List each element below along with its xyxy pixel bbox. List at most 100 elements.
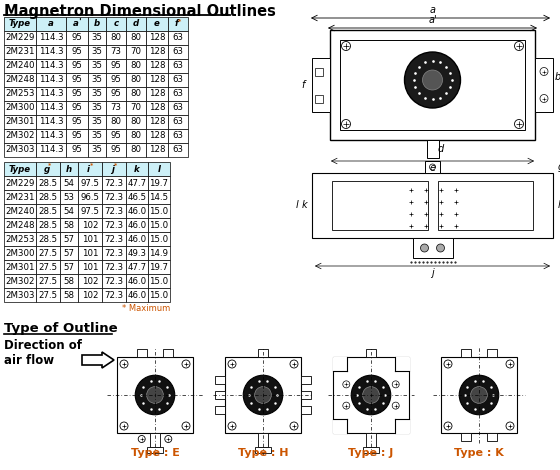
Text: 19.7: 19.7 xyxy=(150,263,169,272)
Bar xyxy=(36,73,66,87)
Circle shape xyxy=(470,387,487,403)
Bar xyxy=(102,190,126,204)
Circle shape xyxy=(290,422,298,430)
Bar xyxy=(117,357,193,433)
Bar xyxy=(36,115,66,129)
Bar xyxy=(168,143,188,157)
Text: 128: 128 xyxy=(149,103,165,112)
Text: a: a xyxy=(48,19,54,29)
Bar xyxy=(36,260,60,274)
Bar xyxy=(4,143,36,157)
Text: 114.3: 114.3 xyxy=(39,47,63,56)
Circle shape xyxy=(342,119,351,128)
Bar xyxy=(366,349,376,357)
Bar xyxy=(36,129,66,143)
Bar xyxy=(36,59,66,73)
Bar xyxy=(4,218,36,232)
Text: 2M248: 2M248 xyxy=(5,76,35,85)
Text: 19.7: 19.7 xyxy=(150,179,169,188)
Bar xyxy=(395,419,409,433)
Circle shape xyxy=(243,375,283,415)
Bar xyxy=(168,115,188,129)
Text: 101: 101 xyxy=(82,263,98,272)
Circle shape xyxy=(343,381,350,388)
Circle shape xyxy=(515,41,524,50)
Bar xyxy=(66,101,88,115)
Circle shape xyxy=(165,436,172,442)
Text: 80: 80 xyxy=(130,62,142,70)
Bar xyxy=(148,218,170,232)
Bar xyxy=(147,447,163,453)
Text: 28.5: 28.5 xyxy=(39,220,58,229)
Text: 15.0: 15.0 xyxy=(150,206,169,216)
Text: a: a xyxy=(73,19,79,29)
Text: 2M253: 2M253 xyxy=(5,235,35,243)
Bar xyxy=(126,73,146,87)
Bar xyxy=(106,31,126,45)
Text: 35: 35 xyxy=(91,132,102,141)
Text: 72.3: 72.3 xyxy=(104,206,124,216)
Text: 63: 63 xyxy=(172,89,184,99)
Text: 95: 95 xyxy=(110,89,122,99)
Text: Type of Outline: Type of Outline xyxy=(4,322,118,335)
Bar xyxy=(215,376,225,384)
Bar xyxy=(106,59,126,73)
Text: 57: 57 xyxy=(63,263,74,272)
Text: 15.0: 15.0 xyxy=(150,235,169,243)
Text: 2M229: 2M229 xyxy=(5,33,35,42)
Text: 101: 101 xyxy=(82,249,98,258)
Circle shape xyxy=(290,360,298,368)
Text: 72.3: 72.3 xyxy=(104,193,124,202)
Bar xyxy=(333,419,347,433)
Bar xyxy=(4,260,36,274)
Circle shape xyxy=(138,436,145,442)
Text: 46.5: 46.5 xyxy=(128,193,147,202)
Bar xyxy=(78,260,102,274)
Bar xyxy=(126,232,148,246)
Bar xyxy=(102,288,126,302)
Text: 27.5: 27.5 xyxy=(39,249,58,258)
Text: 35: 35 xyxy=(91,76,102,85)
FancyArrow shape xyxy=(82,352,114,368)
Bar xyxy=(126,162,148,176)
Text: 46.0: 46.0 xyxy=(128,290,147,299)
Text: 72.3: 72.3 xyxy=(104,290,124,299)
Text: h: h xyxy=(66,164,72,173)
Text: 128: 128 xyxy=(149,118,165,126)
Bar xyxy=(146,87,168,101)
Bar xyxy=(66,129,88,143)
Text: b: b xyxy=(555,72,560,82)
Bar xyxy=(36,190,60,204)
Bar xyxy=(4,45,36,59)
Text: 73: 73 xyxy=(110,47,122,56)
Text: 114.3: 114.3 xyxy=(39,132,63,141)
Bar xyxy=(461,433,471,441)
Text: 80: 80 xyxy=(130,118,142,126)
Text: 15.0: 15.0 xyxy=(150,276,169,285)
Text: 27.5: 27.5 xyxy=(39,263,58,272)
Text: 95: 95 xyxy=(72,33,82,42)
Text: 14.5: 14.5 xyxy=(150,193,169,202)
Text: 95: 95 xyxy=(110,132,122,141)
Bar xyxy=(106,101,126,115)
Bar xyxy=(333,357,409,433)
Bar xyxy=(88,17,106,31)
Text: 2M301: 2M301 xyxy=(5,263,35,272)
Text: 2M301: 2M301 xyxy=(5,118,35,126)
Bar xyxy=(215,391,225,399)
Text: 128: 128 xyxy=(149,62,165,70)
Bar xyxy=(36,246,60,260)
Text: 27.5: 27.5 xyxy=(39,276,58,285)
Bar xyxy=(437,181,533,230)
Bar xyxy=(225,357,301,433)
Text: 80: 80 xyxy=(130,146,142,155)
Circle shape xyxy=(392,381,399,388)
Text: l: l xyxy=(157,164,161,173)
Circle shape xyxy=(422,70,442,90)
Text: 58: 58 xyxy=(63,290,74,299)
Bar xyxy=(168,129,188,143)
Bar xyxy=(60,190,78,204)
Bar xyxy=(4,288,36,302)
Bar xyxy=(106,129,126,143)
Text: 128: 128 xyxy=(149,89,165,99)
